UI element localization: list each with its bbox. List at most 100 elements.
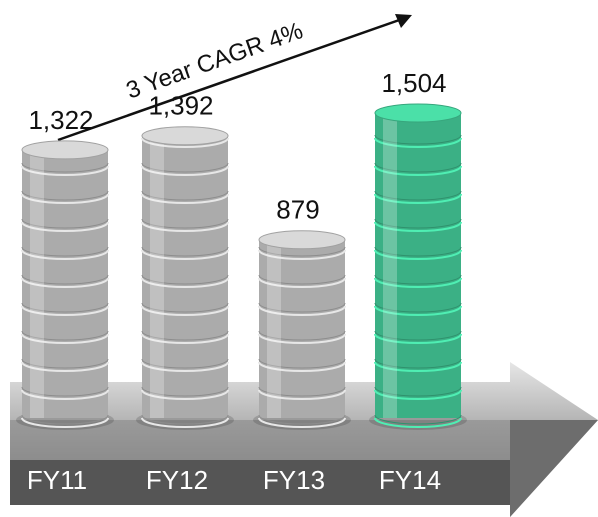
coin-top: [374, 103, 462, 123]
coin-edge: [21, 330, 109, 341]
coin-edge: [374, 218, 462, 229]
coin-edge: [374, 246, 462, 257]
coin-top: [141, 126, 229, 146]
coin-edge: [374, 137, 462, 148]
coin-top: [258, 230, 346, 250]
coin-edge: [21, 389, 109, 400]
coin-edge: [21, 218, 109, 229]
coin-edge: [141, 277, 229, 288]
coin-edge: [374, 249, 462, 260]
coin-edge: [258, 417, 346, 428]
value-label: 1,504: [381, 68, 446, 98]
stack-highlight: [30, 149, 44, 418]
coin-edge: [258, 305, 346, 316]
coin-edge: [21, 165, 109, 176]
coin-edge: [141, 302, 229, 313]
coin-edge: [21, 190, 109, 201]
coin-edge: [21, 305, 109, 316]
coin-edge: [258, 358, 346, 369]
coin-edge: [258, 389, 346, 400]
coin-edge: [258, 333, 346, 344]
coin-edge: [374, 221, 462, 232]
coin-edge: [374, 358, 462, 369]
coin-edge: [374, 190, 462, 201]
value-label: 879: [276, 195, 319, 225]
coin-edge: [141, 190, 229, 201]
coin-edge: [141, 330, 229, 341]
coin-edge: [258, 246, 346, 257]
coin-edge: [374, 134, 462, 145]
coin-edge: [141, 358, 229, 369]
coin-top: [21, 140, 109, 160]
coin-edge: [141, 246, 229, 257]
category-label: FY14: [379, 465, 441, 495]
coin-edge: [374, 277, 462, 288]
stack-body: [259, 239, 345, 418]
coin-edge: [21, 361, 109, 372]
coin-edge: [21, 249, 109, 260]
coin-edge: [141, 193, 229, 204]
coin-edge: [21, 221, 109, 232]
coin-stack: [369, 103, 467, 430]
coin-edge: [141, 389, 229, 400]
coin-edge: [141, 249, 229, 260]
coin-edge: [258, 361, 346, 372]
coin-edge: [374, 414, 462, 425]
coin-edge: [141, 305, 229, 316]
coin-edge: [374, 162, 462, 173]
coin-edge: [374, 389, 462, 400]
coin-edge: [141, 221, 229, 232]
coin-edge: [141, 386, 229, 397]
coin-edge: [21, 386, 109, 397]
coin-edge: [374, 333, 462, 344]
category-label: FY11: [27, 465, 87, 495]
coin-edge: [21, 302, 109, 313]
coin-edge: [141, 414, 229, 425]
stack-highlight: [383, 113, 397, 418]
coin-edge: [374, 165, 462, 176]
coin-edge: [374, 193, 462, 204]
coin-stack: [16, 140, 114, 430]
coin-edge: [141, 162, 229, 173]
coin-edge: [374, 305, 462, 316]
coin-edge: [258, 302, 346, 313]
coin-stack: [253, 230, 351, 430]
coin-edge: [258, 274, 346, 285]
stack-highlight: [267, 239, 281, 418]
coin-stack: [136, 126, 234, 430]
coin-edge: [374, 274, 462, 285]
category-label: FY12: [146, 465, 208, 495]
coin-edge: [374, 302, 462, 313]
coin-edge: [374, 330, 462, 341]
coin-edge: [258, 414, 346, 425]
coin-edge: [258, 386, 346, 397]
coin-edge: [141, 361, 229, 372]
coin-edge: [21, 417, 109, 428]
coin-edge: [21, 246, 109, 257]
coin-edge: [258, 330, 346, 341]
stack-body: [375, 113, 461, 418]
coin-edge: [258, 277, 346, 288]
value-label: 1,322: [28, 105, 93, 135]
coin-edge: [21, 358, 109, 369]
coin-edge: [374, 417, 462, 428]
coin-edge: [374, 386, 462, 397]
cagr-arrow: [57, 14, 412, 142]
coin-edge: [374, 361, 462, 372]
coin-edge: [21, 193, 109, 204]
coin-edge: [141, 333, 229, 344]
coin-edge: [141, 165, 229, 176]
coin-edge: [141, 274, 229, 285]
coin-edge: [141, 137, 229, 148]
coin-edge: [258, 249, 346, 260]
stack-highlight: [150, 135, 164, 418]
category-label: FY13: [263, 465, 325, 495]
coin-edge: [21, 277, 109, 288]
coin-edge: [141, 218, 229, 229]
coin-edge: [21, 414, 109, 425]
coin-edge: [141, 417, 229, 428]
coin-edge: [21, 333, 109, 344]
coin-edge: [21, 162, 109, 173]
